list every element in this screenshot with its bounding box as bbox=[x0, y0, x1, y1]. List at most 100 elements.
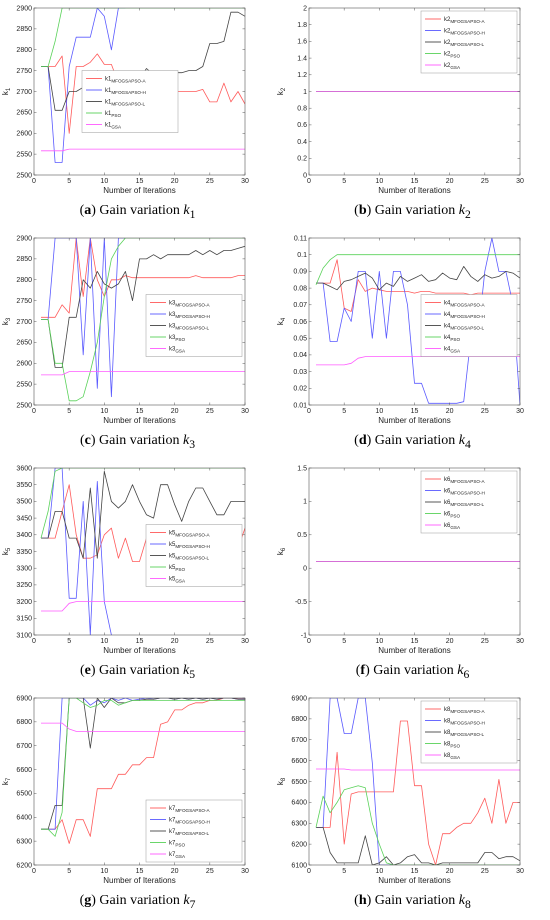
y-tick-label: 2650 bbox=[16, 110, 32, 117]
y-tick-label: 0.5 bbox=[297, 532, 307, 539]
y-tick-label: 2650 bbox=[16, 340, 32, 347]
y-tick-label: 2800 bbox=[16, 47, 32, 54]
y-tick-label: 0.09 bbox=[293, 269, 307, 276]
chart-panel-c: 0 5 10 15 20 25 30 2500 2550 2600 2650 2700 2750 2800… bbox=[0, 230, 275, 460]
legend: k4MFOGSAPSO-A k4MFOGSAPSO-H k4MFOGSAPSO-L k… bbox=[420, 294, 518, 357]
x-tick-label: 15 bbox=[411, 178, 419, 185]
x-axis-label: Number of Iterations bbox=[103, 646, 175, 655]
legend-entry: k5MFOGSAPSO-H bbox=[169, 542, 210, 549]
y-tick-label: 0 bbox=[303, 172, 307, 179]
y-axis-label: k3 bbox=[1, 317, 12, 325]
x-tick-label: 30 bbox=[241, 178, 249, 185]
chart-panel-e: 0 5 10 15 20 25 30 3100 3150 3200 3250 3300 3350 3400… bbox=[0, 460, 275, 690]
y-tick-label: -0.5 bbox=[295, 599, 307, 606]
y-tick-label: 0.04 bbox=[293, 352, 307, 359]
y-axis-label: k4 bbox=[276, 317, 287, 325]
x-tick-label: 10 bbox=[375, 408, 383, 415]
x-tick-label: 30 bbox=[241, 638, 249, 645]
y-tick-label: 2500 bbox=[16, 172, 32, 179]
x-tick-label: 15 bbox=[411, 408, 419, 415]
x-tick-label: 30 bbox=[516, 868, 524, 875]
y-tick-label: 2900 bbox=[16, 235, 32, 242]
x-tick-label: 15 bbox=[136, 408, 144, 415]
y-tick-label: 6600 bbox=[291, 758, 307, 765]
y-tick-label: 0.05 bbox=[293, 336, 307, 343]
series-line-mfogsapso-l bbox=[316, 826, 520, 865]
legend-entry: k1MFOGSAPSO-H bbox=[105, 88, 146, 95]
x-tick-label: 5 bbox=[67, 178, 71, 185]
y-tick-label: 2700 bbox=[16, 319, 32, 326]
series-line-gsa bbox=[41, 722, 245, 732]
legend-entry: k7GSA bbox=[169, 852, 186, 859]
y-tick-label: 3400 bbox=[16, 532, 32, 539]
y-tick-label: 2550 bbox=[16, 381, 32, 388]
y-tick-label: 6900 bbox=[291, 695, 307, 702]
series-line-mfogsapso-h bbox=[41, 238, 126, 398]
legend-entry: k5PSO bbox=[169, 565, 185, 572]
x-tick-label: 5 bbox=[67, 408, 71, 415]
legend-entry: k3PSO bbox=[169, 335, 185, 342]
y-tick-label: 0.02 bbox=[293, 386, 307, 393]
y-tick-label: 1.2 bbox=[297, 72, 307, 79]
chart-panel-f: 0 5 10 15 20 25 30 -1 -0.5 0 0.5 1 1.5 Number of Iter… bbox=[275, 460, 550, 690]
y-tick-label: 3350 bbox=[16, 549, 32, 556]
legend-entry: k6GSA bbox=[444, 523, 461, 530]
legend-entry: k5MFOGSAPSO-L bbox=[169, 554, 209, 561]
x-tick-label: 30 bbox=[241, 868, 249, 875]
x-tick-label: 30 bbox=[516, 178, 524, 185]
y-axis-label: k8 bbox=[276, 777, 287, 785]
x-tick-label: 5 bbox=[342, 868, 346, 875]
y-tick-label: 2750 bbox=[16, 298, 32, 305]
legend-entry: k1MFOGSAPSO-A bbox=[105, 77, 146, 84]
x-tick-label: 0 bbox=[307, 868, 311, 875]
legend: k7MFOGSAPSO-A k7MFOGSAPSO-H k7MFOGSAPSO-L k… bbox=[145, 799, 243, 863]
y-tick-label: 0.2 bbox=[297, 156, 307, 163]
legend-entry: k4MFOGSAPSO-H bbox=[444, 312, 485, 319]
series-line-pso bbox=[315, 785, 520, 865]
x-tick-label: 20 bbox=[171, 178, 179, 185]
y-tick-label: 0.03 bbox=[293, 369, 307, 376]
y-tick-label: 3100 bbox=[16, 632, 32, 639]
x-tick-label: 0 bbox=[307, 178, 311, 185]
x-tick-label: 20 bbox=[446, 868, 454, 875]
chart-panel-d: 0 5 10 15 20 25 30 0.01 0.02 0.03 0.04 0.05 0.06 0.07… bbox=[275, 230, 550, 460]
y-tick-label: 0 bbox=[303, 566, 307, 573]
x-tick-label: 30 bbox=[516, 408, 524, 415]
series-line-gsa bbox=[316, 768, 520, 771]
x-tick-label: 5 bbox=[67, 638, 71, 645]
x-axis-label: Number of Iterations bbox=[378, 416, 450, 425]
y-tick-label: 6100 bbox=[291, 862, 307, 869]
x-tick-label: 5 bbox=[342, 638, 346, 645]
series-line-gsa bbox=[41, 148, 245, 152]
y-tick-label: 2700 bbox=[16, 89, 32, 96]
chart-b: 0 5 10 15 20 25 30 0 0.2 0.4 0.6 0.8 1 1.2 1.4 1.6 1.8 2 N… bbox=[276, 5, 524, 195]
legend-entry: k5GSA bbox=[169, 577, 186, 584]
plot-area bbox=[315, 698, 520, 865]
y-tick-label: 0.6 bbox=[297, 122, 307, 129]
legend-entry: k8MFOGSAPSO-H bbox=[444, 719, 485, 726]
legend-entry: k2GSA bbox=[444, 63, 461, 70]
legend-entry: k4PSO bbox=[444, 335, 460, 342]
y-tick-label: 3150 bbox=[16, 616, 32, 623]
x-tick-label: 10 bbox=[375, 868, 383, 875]
series-line-pso bbox=[41, 8, 245, 67]
plot-area bbox=[41, 238, 245, 402]
x-tick-label: 10 bbox=[100, 868, 108, 875]
chart-h: 0 5 10 15 20 25 30 6100 6200 6300 6400 6500 6600 6700… bbox=[276, 695, 524, 885]
y-tick-label: 2600 bbox=[16, 361, 32, 368]
y-tick-label: 3200 bbox=[16, 599, 32, 606]
x-tick-label: 10 bbox=[375, 178, 383, 185]
y-tick-label: 6500 bbox=[16, 791, 32, 798]
legend-entry: k2MFOGSAPSO-L bbox=[444, 40, 484, 47]
plot-area bbox=[315, 238, 520, 405]
legend-entry: k1MFOGSAPSO-L bbox=[105, 100, 145, 107]
legend-entry: k1PSO bbox=[105, 111, 121, 118]
y-tick-label: 6400 bbox=[291, 800, 307, 807]
legend-entry: k7MFOGSAPSO-A bbox=[169, 806, 210, 813]
x-tick-label: 25 bbox=[481, 868, 489, 875]
legend: k2MFOGSAPSO-A k2MFOGSAPSO-H k2MFOGSAPSO-L k… bbox=[420, 10, 518, 74]
caption-e: (e) Gain variation k5 bbox=[79, 663, 196, 681]
x-tick-label: 10 bbox=[100, 408, 108, 415]
x-tick-label: 0 bbox=[32, 868, 36, 875]
y-tick-label: 0.07 bbox=[293, 302, 307, 309]
